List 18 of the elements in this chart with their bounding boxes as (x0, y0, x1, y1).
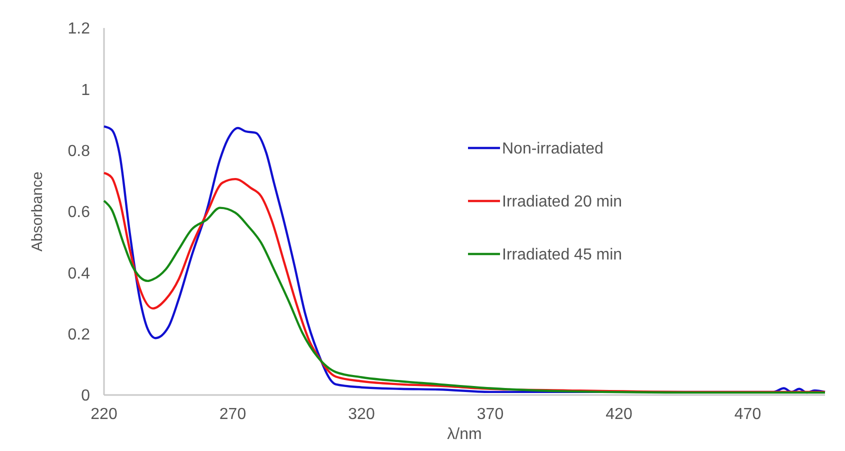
legend-label: Non-irradiated (502, 140, 604, 158)
y-tick-label: 0.6 (68, 204, 90, 222)
y-tick-label: 1.2 (68, 20, 90, 38)
x-tick-label: 420 (606, 406, 632, 423)
x-tick-label: 470 (734, 406, 762, 423)
x-tick-label: 270 (219, 406, 246, 423)
x-tick-label: 220 (90, 406, 118, 423)
y-tick-label: 0.8 (68, 142, 90, 160)
x-axis-title: λ/nm (447, 426, 482, 443)
y-tick-label: 1 (81, 82, 90, 99)
legend-label: Irradiated 45 min (502, 246, 622, 264)
y-tick-label: 0.4 (68, 265, 90, 282)
y-axis-title: Absorbance (29, 171, 46, 252)
y-tick-label: 0.2 (68, 326, 90, 344)
y-tick-label: 0 (81, 388, 90, 405)
legend-label: Irradiated 20 min (502, 194, 622, 211)
x-tick-label: 320 (348, 406, 375, 423)
x-tick-label: 370 (476, 406, 504, 423)
